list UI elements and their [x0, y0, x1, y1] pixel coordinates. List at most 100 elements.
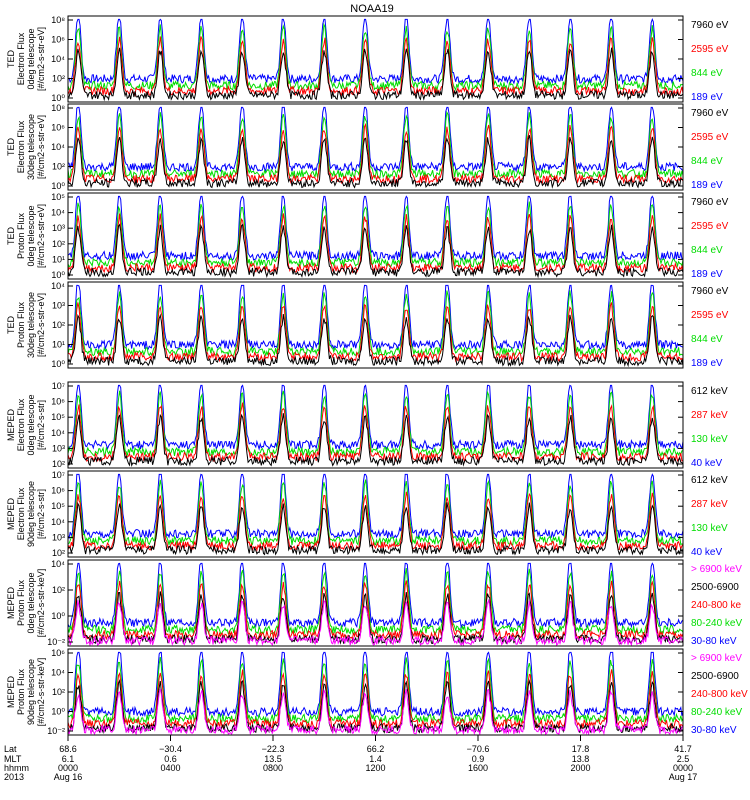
- x-tick-label: 0.6: [164, 754, 177, 764]
- legend-entry: 612 keV: [691, 475, 728, 486]
- legend-entry: 7960 eV: [691, 286, 729, 297]
- x-tick-label: 0400: [160, 763, 180, 773]
- y-tick-label: 10²: [52, 239, 65, 249]
- y-tick-label: 10⁴: [51, 54, 65, 64]
- series-line-8-5: [67, 688, 684, 736]
- y-tick-label: 10⁷: [52, 470, 65, 480]
- y-axis-label: MEPEDElectron Flux90deg telescope[#/cm2-…: [6, 481, 46, 547]
- y-tick-label: 10⁴: [51, 668, 65, 678]
- series-line-2-1: [67, 106, 684, 173]
- y-tick-label: 10³: [52, 443, 65, 453]
- legend-entry: 189 eV: [691, 180, 723, 191]
- x-tick-label: 17.8: [572, 744, 590, 754]
- x-tick-label: 0000: [58, 763, 78, 773]
- legend-entry: 189 eV: [691, 269, 723, 280]
- y-tick-label: 10⁻²: [47, 637, 65, 647]
- series-line-2-2: [67, 110, 684, 180]
- x-tick-label: 1.4: [369, 754, 382, 764]
- y-tick-label: 10²: [52, 585, 65, 595]
- legend-entry: 240-800 keV: [691, 689, 748, 700]
- panel-4: 10⁴ 10³ 10² 10¹ 10⁰ TEDProton Flux30deg teles…: [6, 281, 729, 369]
- series-line-1-4: [67, 47, 684, 102]
- series-line-5-1: [67, 384, 684, 451]
- y-tick-label: 10⁴: [51, 208, 65, 218]
- series-line-1-3: [67, 36, 684, 97]
- y-tick-label: 10²: [52, 459, 65, 469]
- y-tick-label: 10⁰: [51, 181, 65, 191]
- series-line-3-3: [67, 213, 684, 274]
- series-line-7-5: [67, 598, 684, 647]
- y-tick-label: 10⁶: [51, 397, 65, 407]
- legend-entry: 40 keV: [691, 458, 722, 469]
- y-tick-label: 10²: [52, 687, 65, 697]
- panel-frame: [67, 559, 684, 647]
- x-tick-label: 1200: [365, 763, 385, 773]
- x-tick-label: 13.5: [264, 754, 282, 764]
- y-tick-label: 10⁷: [52, 381, 65, 391]
- series-line-4-1: [67, 284, 684, 351]
- panel-2: 10⁸ 10⁶ 10⁴ 10² 10⁰ TEDElectron Flux30deg tel…: [6, 103, 729, 191]
- y-tick-label: 10²: [52, 320, 65, 330]
- y-axis-label: TEDElectron Flux0deg telescope[#/cm2-s-s…: [6, 27, 46, 91]
- y-axis-label: MEPEDElectron Flux0deg telescope[#/cm2-s…: [6, 394, 46, 455]
- x-tick-label: −22.3: [262, 744, 285, 754]
- y-tick-label: 10⁵: [51, 192, 65, 202]
- series-line-8-2: [67, 657, 684, 725]
- legend-entry: 80-240 keV: [691, 707, 742, 718]
- x-tick-label: 0800: [263, 763, 283, 773]
- y-tick-label: 10²: [52, 548, 65, 558]
- series-line-7-2: [67, 568, 684, 636]
- x-tick-label: 2000: [570, 763, 590, 773]
- legend-entry: 2595 eV: [691, 132, 729, 143]
- series-line-1-2: [67, 22, 684, 92]
- y-tick-label: 10³: [52, 532, 65, 542]
- x-row-label: hhmm: [4, 763, 29, 773]
- y-tick-label: 10⁵: [51, 501, 65, 511]
- series-line-4-3: [67, 302, 684, 363]
- series-line-4-2: [67, 290, 684, 358]
- legend-entry: 2595 eV: [691, 44, 729, 55]
- y-tick-label: 10⁴: [51, 428, 65, 438]
- x-tick-label: Aug 17: [669, 772, 698, 782]
- legend-entry: 612 keV: [691, 386, 728, 397]
- x-tick-label: 68.6: [59, 744, 77, 754]
- x-tick-label: 0.9: [472, 754, 485, 764]
- x-tick-label: 0000: [673, 763, 693, 773]
- series-line-5-4: [67, 413, 684, 468]
- x-row-label: 2013: [4, 772, 24, 782]
- legend-entry: 844 eV: [691, 156, 723, 167]
- legend-entry: 80-240 keV: [691, 618, 742, 629]
- series-line-2-4: [67, 134, 683, 189]
- x-tick-label: 41.7: [674, 744, 692, 754]
- legend-entry: 240-800 ke: [691, 600, 741, 611]
- y-tick-label: 10⁻²: [47, 726, 65, 736]
- legend-entry: 7960 eV: [691, 197, 729, 208]
- legend-entry: 287 keV: [691, 410, 728, 421]
- series-line-5-2: [67, 390, 684, 458]
- x-tick-label: 2.5: [677, 754, 690, 764]
- legend-entry: > 6900 keV: [691, 564, 742, 575]
- y-axis-label: TEDProton Flux0deg telescope[#/cm2-s-str…: [6, 204, 46, 268]
- series-line-3-2: [67, 201, 684, 269]
- y-tick-label: 10⁵: [51, 412, 65, 422]
- panel-5: 10⁷ 10⁶ 10⁵ 10⁴ 10³ 10² MEPEDElectron Flux0deg…: [6, 381, 728, 469]
- series-line-6-3: [67, 491, 684, 552]
- legend-entry: 189 eV: [691, 92, 723, 103]
- y-tick-label: 10²: [52, 74, 65, 84]
- legend-entry: 2595 eV: [691, 310, 729, 321]
- x-tick-label: −70.6: [467, 744, 490, 754]
- legend-entry: 2595 eV: [691, 221, 729, 232]
- legend-entry: 844 eV: [691, 68, 723, 79]
- legend-entry: 30-80 keV: [691, 725, 737, 736]
- y-tick-label: 10⁰: [51, 707, 65, 717]
- x-tick-label: 13.8: [572, 754, 590, 764]
- series-line-4-4: [67, 313, 684, 368]
- legend-entry: 7960 eV: [691, 20, 729, 31]
- series-line-6-4: [67, 502, 684, 556]
- legend-entry: 844 eV: [691, 334, 723, 345]
- y-tick-label: 10⁴: [51, 559, 65, 569]
- y-axis-label: MEPEDProton Flux90deg telescope[#/cm2-s-…: [6, 658, 46, 727]
